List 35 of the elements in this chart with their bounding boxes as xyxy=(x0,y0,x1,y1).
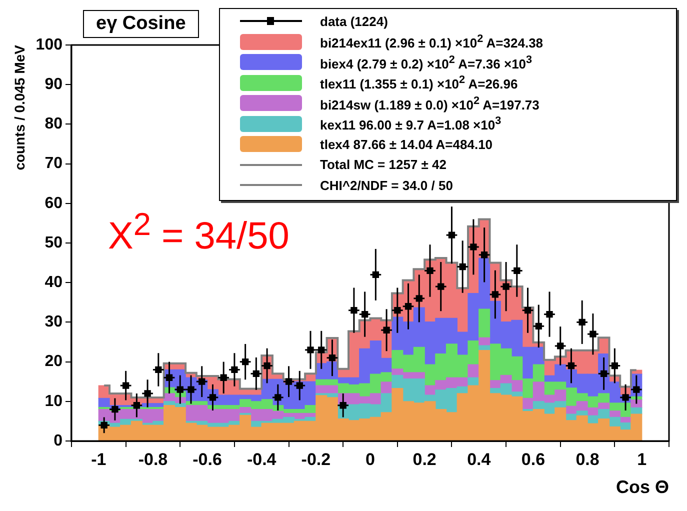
y-tick-label: 80 xyxy=(44,116,63,133)
y-axis-title: counts / 0.045 MeV xyxy=(11,44,28,170)
y-tick-label: 90 xyxy=(44,76,63,94)
x-tick-label: -0.4 xyxy=(246,450,277,469)
y-tick-label: 40 xyxy=(44,274,63,292)
x-tick-label: 1 xyxy=(637,450,647,469)
x-tick-label: 0.6 xyxy=(521,450,546,469)
x-tick-label: -0.2 xyxy=(301,450,331,469)
legend-label: biex4 (2.79 ± 0.2) ×10$^{2}$ A=7.36 ×10$^{3}$ xyxy=(320,54,532,71)
legend-label: data (1224) xyxy=(320,14,388,29)
y-tick-label: 20 xyxy=(44,353,63,370)
legend-label: bi214ex11 (2.96 ± 0.1) ×10$^{2}$ A=324.38 xyxy=(320,33,544,50)
y-tick-label: 100 xyxy=(36,36,63,54)
legend-label: tlex11 (1.355 ± 0.1) ×10$^{2}$ A=26.96 xyxy=(320,74,518,92)
x-tick-label: 0.4 xyxy=(467,450,492,469)
y-tick-label: 50 xyxy=(44,234,63,252)
y-tick-label: 0 xyxy=(54,432,63,450)
legend-label: Total MC = 1257 ± 42 xyxy=(320,157,446,172)
x-tick-label: 0.2 xyxy=(412,450,436,469)
legend-label: tlex4 87.66 ± 14.04 A=484.10 xyxy=(320,136,493,152)
y-tick-label: 10 xyxy=(44,392,63,410)
legend-label: bi214sw (1.189 ± 0.0) ×10$^{2}$ A=197.73 xyxy=(320,94,540,112)
y-tick-label: 70 xyxy=(44,155,63,172)
x-tick-label: -0.8 xyxy=(138,450,168,469)
chart-title: eγ Cosine xyxy=(83,10,199,38)
x-axis-title: Cos Θ xyxy=(616,477,669,498)
y-tick-label: 60 xyxy=(44,194,63,212)
x-tick-label: 0.8 xyxy=(576,450,600,469)
legend-label: kex11 96.00 ± 9.7 A=1.08 ×10$^{3}$ xyxy=(320,115,502,132)
legend-label: CHI^2/NDF = 34.0 / 50 xyxy=(320,178,453,193)
x-tick-label: 0 xyxy=(366,450,375,469)
y-tick-label: 30 xyxy=(44,314,63,331)
x-tick-label: -1 xyxy=(91,450,106,469)
annotation: X$^{2}$ = 34/50 xyxy=(108,206,290,259)
x-tick-label: -0.6 xyxy=(192,450,222,469)
